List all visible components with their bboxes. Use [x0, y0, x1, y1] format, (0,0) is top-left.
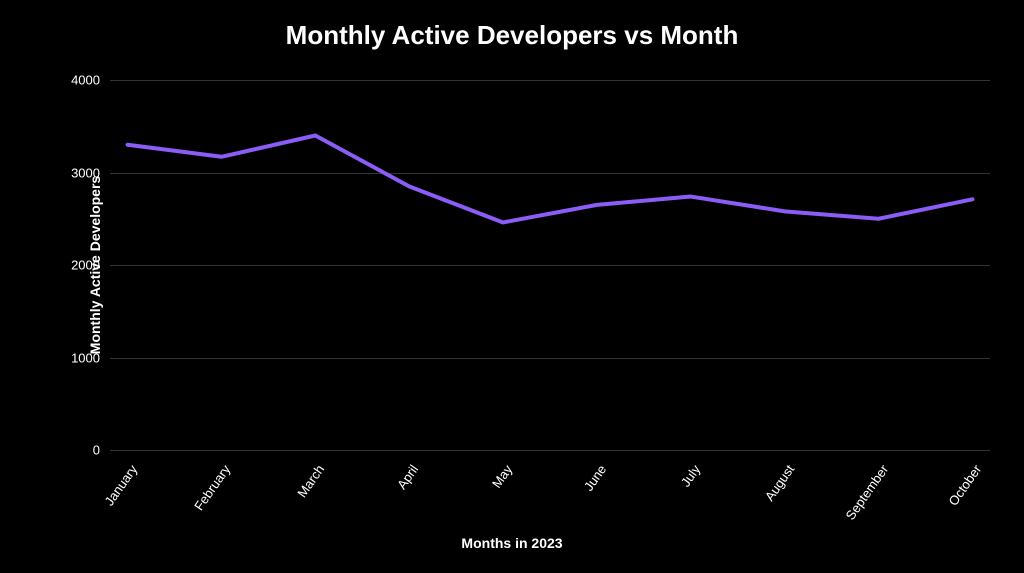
line-chart: Monthly Active Developers vs Month Month…: [0, 0, 1024, 573]
chart-plot: [0, 0, 1024, 573]
data-line: [128, 136, 973, 223]
